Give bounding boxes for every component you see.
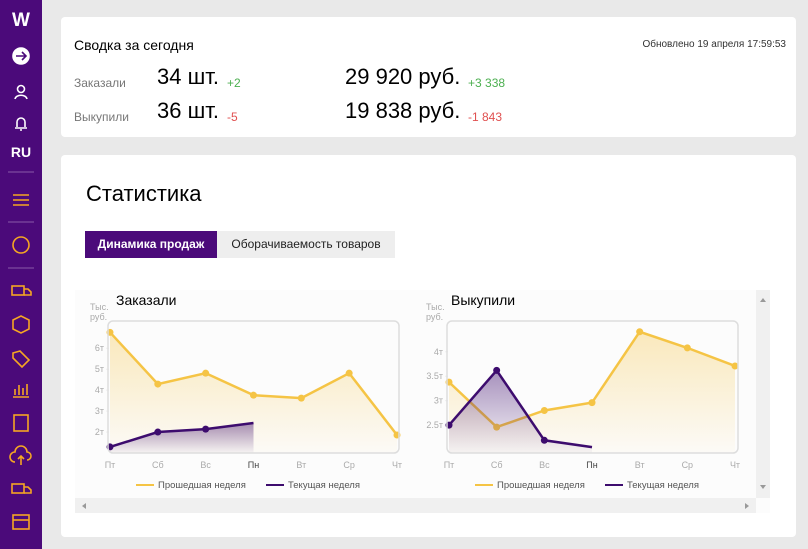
truck-icon[interactable] <box>11 285 25 296</box>
sidebar-icons <box>8 47 34 530</box>
summary-card <box>61 17 796 137</box>
sum-delta: +3 338 <box>468 76 506 90</box>
x-tick-label: Сб <box>491 460 503 470</box>
language[interactable]: RU <box>10 144 32 160</box>
area <box>110 423 254 453</box>
plot-frame <box>107 320 400 454</box>
count: 36 шт. <box>157 98 219 123</box>
sum: 19 838 руб. <box>345 98 461 123</box>
point <box>250 391 257 399</box>
y-tick-label: 5т <box>95 364 104 374</box>
bell-icon[interactable] <box>15 117 27 131</box>
logo[interactable]: W <box>12 10 30 31</box>
clipboard-icon[interactable] <box>13 414 29 432</box>
x-tick-label: Вс <box>539 460 550 470</box>
x-tick-label: Вт <box>296 460 306 470</box>
user-icon[interactable] <box>16 84 26 94</box>
point <box>345 369 353 377</box>
point <box>202 369 210 377</box>
point <box>731 362 739 370</box>
y-tick-label: 3.5т <box>426 371 443 381</box>
settings-icon[interactable] <box>13 194 29 206</box>
sum-delta: -1 843 <box>468 110 503 124</box>
count-delta: +2 <box>227 76 241 90</box>
calendar-icon[interactable] <box>12 514 30 530</box>
point <box>297 394 305 402</box>
tag-icon[interactable] <box>12 350 31 369</box>
y-tick-label: 2.5т <box>426 420 443 430</box>
point <box>588 399 596 407</box>
point <box>540 436 548 444</box>
line <box>448 368 593 449</box>
x-tick-label: Пн <box>586 460 597 470</box>
x-tick-label: Вт <box>635 460 645 470</box>
y-tick-label: 4т <box>434 347 443 357</box>
x-tick-label: Сб <box>152 460 164 470</box>
point <box>154 428 162 436</box>
count-delta: -5 <box>227 110 238 124</box>
x-tick-label: Чт <box>392 460 402 470</box>
summary-title: Сводка за сегодня <box>74 37 194 53</box>
tab[interactable]: Динамика продаж <box>85 231 217 258</box>
legend-label: Текущая неделя <box>288 480 360 491</box>
point <box>636 328 644 336</box>
help-icon[interactable] <box>12 236 30 254</box>
x-tick-label: Чт <box>730 460 740 470</box>
y-tick-label: 6т <box>95 343 104 353</box>
chart-title: Выкупили <box>451 292 515 308</box>
y-axis-label: Тыс. руб. <box>426 302 445 322</box>
point <box>683 344 691 352</box>
chart-icon[interactable] <box>13 384 29 398</box>
y-axis-label: Тыс. руб. <box>90 302 109 322</box>
y-tick-label: 2т <box>95 427 104 437</box>
sidebar: W RU <box>0 0 42 549</box>
tab[interactable]: Оборачиваемость товаров <box>217 231 395 258</box>
x-tick-label: Пн <box>248 460 259 470</box>
legend-label: Прошедшая неделя <box>497 480 585 491</box>
box-icon[interactable] <box>12 315 30 334</box>
area <box>449 370 592 453</box>
plot-frame <box>446 320 739 454</box>
x-tick-label: Ср <box>343 460 355 470</box>
y-tick-label: 3т <box>95 406 104 416</box>
point <box>202 425 210 433</box>
updated: Обновлено 19 апреля 17:59:53 <box>642 39 786 50</box>
x-tick-label: Вс <box>200 460 211 470</box>
x-tick-label: Пт <box>444 460 455 470</box>
point <box>540 406 548 414</box>
row-label: Выкупили <box>74 110 129 124</box>
line <box>109 421 254 449</box>
legend-label: Прошедшая неделя <box>158 480 246 491</box>
legend-label: Текущая неделя <box>627 480 699 491</box>
x-tick-label: Пт <box>105 460 116 470</box>
point <box>154 380 162 388</box>
upload-icon[interactable] <box>9 445 32 465</box>
area <box>110 332 397 453</box>
row-label: Заказали <box>74 76 126 90</box>
x-tick-label: Ср <box>682 460 694 470</box>
scrollbar[interactable] <box>75 498 756 513</box>
y-tick-label: 4т <box>95 385 104 395</box>
y-tick-label: 3т <box>434 396 443 406</box>
sum: 29 920 руб. <box>345 64 461 89</box>
stats-title: Статистика <box>86 181 202 206</box>
count: 34 шт. <box>157 64 219 89</box>
scrollbar[interactable] <box>756 290 770 498</box>
chart-title: Заказали <box>116 292 177 308</box>
point <box>493 366 501 374</box>
truck-icon[interactable] <box>11 483 25 494</box>
